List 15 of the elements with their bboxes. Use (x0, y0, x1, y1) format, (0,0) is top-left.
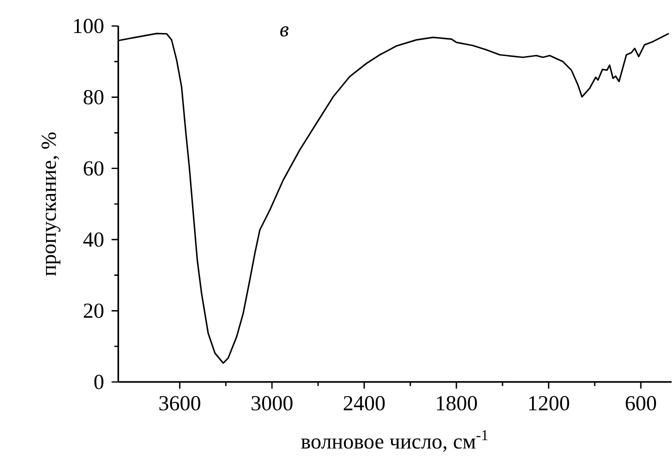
y-tick-label: 100 (74, 18, 104, 34)
x-tick-label: 1200 (529, 396, 570, 410)
x-tick-label: 1800 (436, 396, 477, 410)
x-tick-label: 2400 (344, 396, 385, 410)
x-tick-label: 3000 (252, 396, 292, 410)
annotation: в (280, 26, 289, 37)
x-axis-title: волновое число, см$^{-1}$ (301, 430, 488, 452)
y-tick-label: 0 (94, 374, 104, 390)
x-tick-label: 3600 (159, 396, 200, 410)
y-tick-label: 40 (83, 232, 104, 247)
x-tick-label: 600 (626, 396, 656, 410)
y-tick-label: 80 (84, 90, 104, 104)
y-tick-label: 20 (84, 304, 104, 318)
y-tick-label: 60 (84, 161, 104, 176)
y-axis-title: пропускание, % (42, 132, 60, 276)
